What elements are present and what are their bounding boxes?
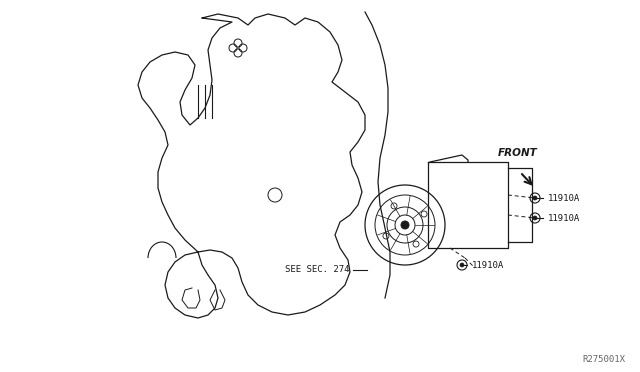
Circle shape — [401, 221, 409, 229]
Text: 11910A: 11910A — [548, 214, 580, 222]
Circle shape — [460, 263, 464, 267]
Text: FRONT: FRONT — [498, 148, 538, 158]
Circle shape — [533, 216, 537, 220]
Text: R275001X: R275001X — [582, 355, 625, 364]
Circle shape — [533, 196, 537, 200]
Text: 11910A: 11910A — [548, 193, 580, 202]
Text: 11910A: 11910A — [472, 260, 504, 269]
Text: SEE SEC. 274: SEE SEC. 274 — [285, 266, 349, 275]
